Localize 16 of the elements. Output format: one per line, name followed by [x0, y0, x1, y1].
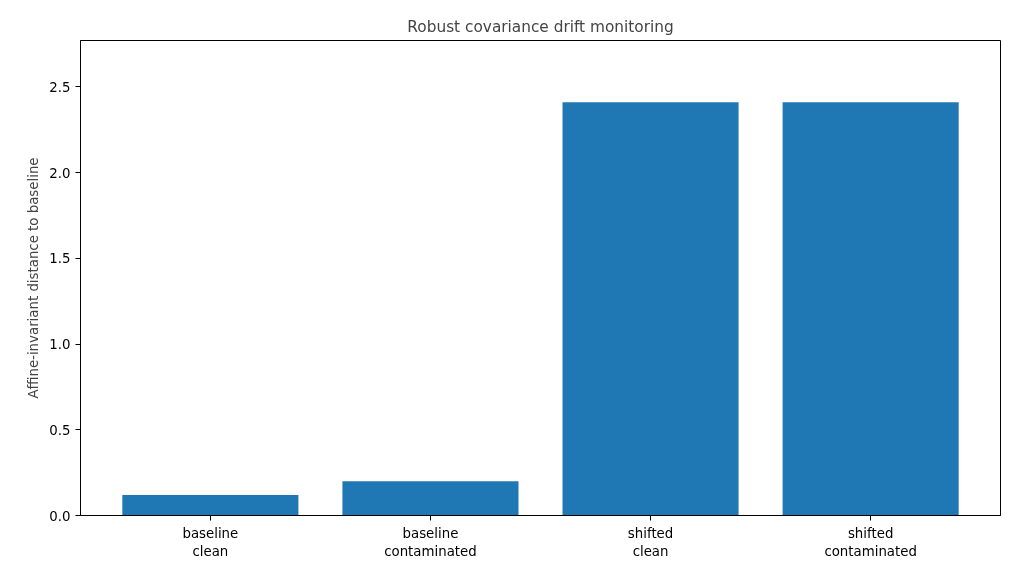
x-tick-label: shifted clean — [627, 525, 674, 559]
x-tick-label: baseline contaminated — [384, 525, 477, 559]
y-axis-title: Affine-invariant distance to baseline — [26, 157, 42, 399]
chart-title: Robust covariance drift monitoring — [407, 17, 674, 36]
bar — [782, 102, 959, 516]
x-tick-label: baseline clean — [182, 525, 239, 559]
y-tick-label: 2.0 — [49, 165, 71, 181]
bar — [122, 494, 299, 516]
bar — [562, 102, 739, 516]
y-tick-label: 0.0 — [49, 508, 71, 524]
y-tick-label: 0.5 — [49, 422, 71, 438]
y-tick-label: 1.5 — [49, 251, 71, 267]
y-tick-label: 1.0 — [49, 337, 71, 353]
y-tick-label: 2.5 — [49, 79, 71, 95]
bar — [342, 481, 519, 516]
x-tick-label: shifted contaminated — [824, 525, 917, 559]
